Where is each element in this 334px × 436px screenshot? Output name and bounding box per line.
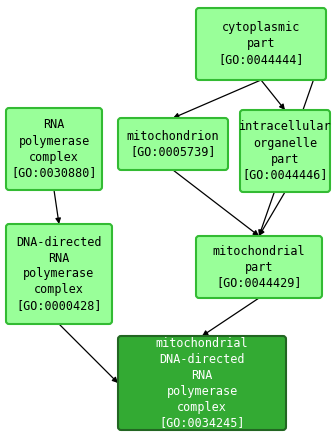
FancyBboxPatch shape [196, 236, 322, 298]
Text: mitochondrion
[GO:0005739]: mitochondrion [GO:0005739] [127, 129, 219, 159]
FancyBboxPatch shape [240, 110, 330, 192]
FancyBboxPatch shape [118, 336, 286, 430]
FancyBboxPatch shape [6, 108, 102, 190]
Text: mitochondrial
DNA-directed
RNA
polymerase
complex
[GO:0034245]: mitochondrial DNA-directed RNA polymeras… [156, 337, 248, 429]
FancyBboxPatch shape [196, 8, 326, 80]
Text: mitochondrial
part
[GO:0044429]: mitochondrial part [GO:0044429] [213, 245, 305, 290]
Text: DNA-directed
RNA
polymerase
complex
[GO:0000428]: DNA-directed RNA polymerase complex [GO:… [16, 235, 102, 313]
Text: intracellular
organelle
part
[GO:0044446]: intracellular organelle part [GO:0044446… [239, 120, 331, 181]
FancyBboxPatch shape [6, 224, 112, 324]
Text: cytoplasmic
part
[GO:0044444]: cytoplasmic part [GO:0044444] [218, 21, 304, 67]
FancyBboxPatch shape [118, 118, 228, 170]
Text: RNA
polymerase
complex
[GO:0030880]: RNA polymerase complex [GO:0030880] [11, 119, 97, 180]
